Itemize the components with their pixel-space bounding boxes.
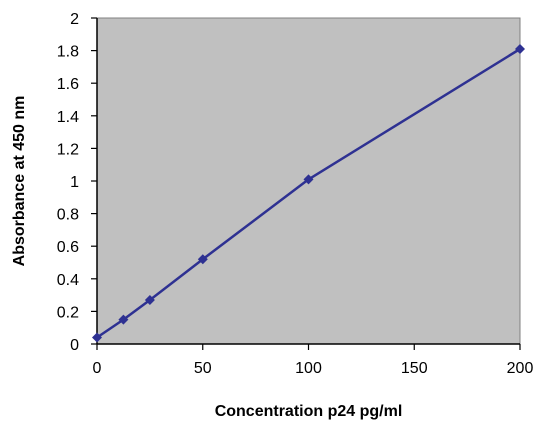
data-point-diamond bbox=[303, 174, 314, 185]
y-tick-label: 0.6 bbox=[57, 239, 79, 256]
x-tick-label: 200 bbox=[507, 360, 534, 377]
y-tick-label: 1.4 bbox=[57, 109, 79, 126]
x-tick-label: 50 bbox=[194, 360, 212, 377]
y-axis-ticks: 0 0.2 0.4 0.6 0.8 1 1.2 1.4 1.6 1.8 2 bbox=[57, 11, 97, 354]
data-point-diamond bbox=[92, 332, 102, 343]
y-tick-label: 1.8 bbox=[57, 44, 79, 61]
x-axis-title: Concentration p24 pg/ml bbox=[215, 403, 403, 420]
data-point-diamond bbox=[144, 295, 155, 305]
data-point-diamond bbox=[197, 254, 208, 265]
y-tick-label: 0.2 bbox=[57, 304, 79, 321]
series-layer bbox=[92, 44, 525, 343]
series-line bbox=[96, 47, 521, 339]
y-axis-title: Absorbance at 450 nm bbox=[11, 96, 28, 267]
y-tick-label: 1 bbox=[70, 174, 79, 191]
y-tick-label: 1.6 bbox=[57, 76, 79, 93]
y-tick-label: 0.8 bbox=[57, 207, 79, 224]
x-tick-label: 150 bbox=[401, 360, 428, 377]
data-point-diamond bbox=[515, 44, 525, 54]
y-tick-label: 1.2 bbox=[57, 141, 79, 158]
x-tick-label: 0 bbox=[93, 360, 102, 377]
x-tick-label: 100 bbox=[295, 360, 322, 377]
x-axis-ticks: 0 50 100 150 200 bbox=[93, 344, 534, 377]
data-point-diamond bbox=[118, 314, 129, 325]
y-tick-label: 0 bbox=[70, 337, 79, 354]
y-tick-label: 0.4 bbox=[57, 272, 79, 289]
y-tick-label: 2 bbox=[70, 11, 79, 28]
